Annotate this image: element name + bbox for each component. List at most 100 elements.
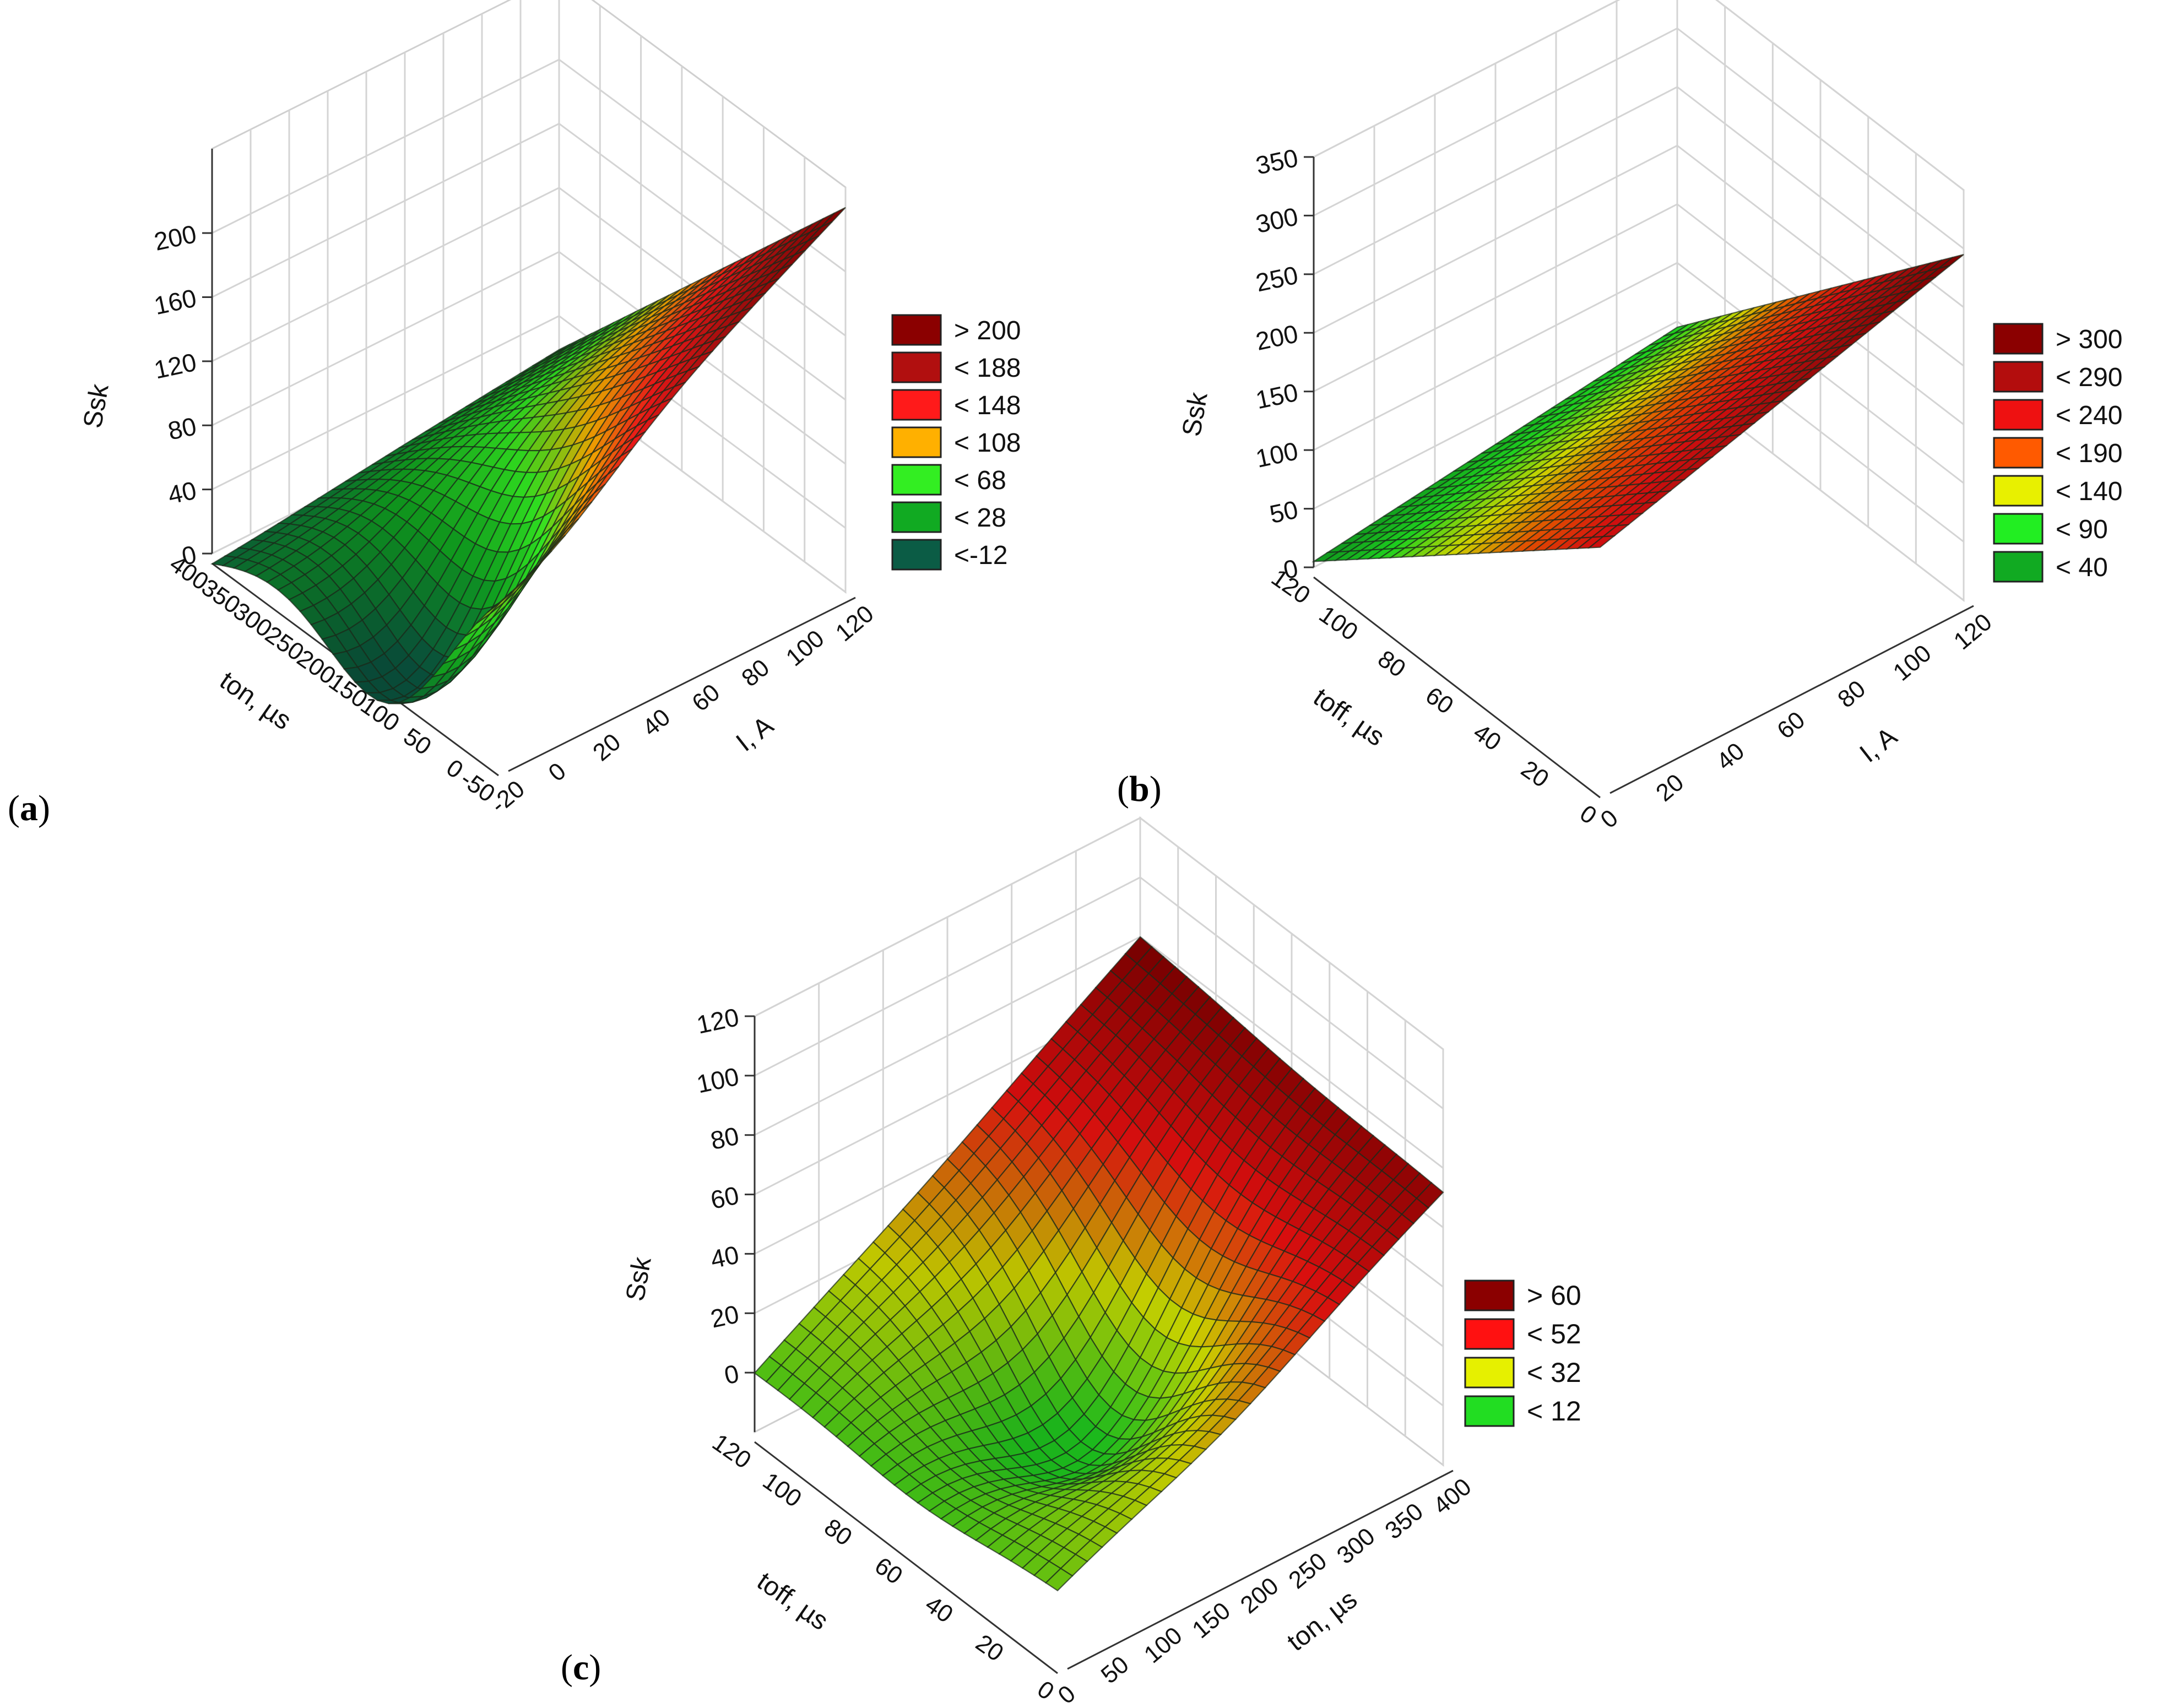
y-tick-label: 50 — [399, 723, 436, 760]
x-tick-label: 40 — [1711, 738, 1749, 776]
z-tick-label: 160 — [151, 283, 199, 320]
y-tick-label: 80 — [1373, 645, 1410, 682]
y-tick-label: 100 — [1314, 601, 1363, 646]
surface — [1311, 254, 1964, 562]
panel-label-b: (b) — [1117, 769, 1162, 809]
legend-swatch — [891, 389, 942, 421]
z-tick-label: 200 — [151, 219, 199, 256]
legend-swatch — [1993, 399, 2044, 431]
z-tick-label: 40 — [165, 476, 199, 510]
surface — [210, 207, 846, 704]
legend-swatch — [1993, 513, 2044, 545]
surface-cell — [487, 591, 512, 613]
y-tick-label: 100 — [758, 1467, 806, 1512]
z-tick-label: 150 — [1253, 378, 1300, 415]
x-tick-label: 60 — [1772, 706, 1810, 744]
z-tick-label: 100 — [1253, 436, 1300, 473]
legend-swatch — [1464, 1395, 1515, 1427]
panel-c-chart: 0204060801001200204060801001200501001502… — [621, 816, 1581, 1708]
z-tick-label: 100 — [694, 1062, 741, 1099]
y-tick-label: 120 — [707, 1429, 756, 1474]
z-tick-label: 0 — [722, 1359, 741, 1390]
x-axis-title: I, A — [731, 711, 779, 757]
surface-cell — [1587, 535, 1616, 549]
z-axis-title: Ssk — [78, 381, 115, 430]
legend-label: > 60 — [1527, 1280, 1581, 1311]
legend-swatch — [891, 314, 942, 346]
legend: > 200 < 188 < 148 < 108 < 68 < 28 <-12 — [891, 314, 1021, 571]
legend-label: < 140 — [2056, 477, 2122, 506]
z-tick-label: 300 — [1253, 202, 1300, 238]
legend-swatch — [891, 351, 942, 383]
z-tick-label: 80 — [708, 1121, 741, 1156]
legend-label: < 52 — [1527, 1319, 1581, 1349]
y-tick-label: 40 — [920, 1591, 958, 1628]
legend-swatch — [1993, 437, 2044, 469]
legend-label: < 68 — [954, 466, 1006, 495]
legend-swatch — [891, 539, 942, 571]
legend-label: < 190 — [2056, 439, 2122, 468]
legend: > 300 < 290 < 240 < 190 < 140 < 90 < 40 — [1993, 323, 2122, 583]
z-tick-label: 120 — [694, 1002, 741, 1039]
surface — [754, 936, 1444, 1592]
legend-swatch — [1993, 361, 2044, 393]
legend-label: < 188 — [954, 354, 1021, 383]
z-tick-label: 50 — [1267, 495, 1300, 529]
y-tick-label: 120 — [1266, 564, 1315, 609]
legend-label: < 40 — [2056, 553, 2108, 582]
legend-label: < 32 — [1527, 1357, 1581, 1388]
legend-label: < 12 — [1527, 1396, 1581, 1427]
z-tick-label: 60 — [708, 1180, 741, 1214]
legend-swatch — [1993, 551, 2044, 583]
legend-label: > 300 — [2056, 325, 2122, 354]
legend-label: < 28 — [954, 503, 1006, 533]
legend-swatch — [891, 501, 942, 533]
z-tick-label: 120 — [151, 348, 199, 384]
legend-swatch — [891, 426, 942, 458]
y-axis-title: toff, µs — [752, 1566, 833, 1636]
legend-label: < 108 — [954, 429, 1021, 458]
x-axis-title: I, A — [1855, 722, 1903, 768]
legend-swatch — [891, 464, 942, 496]
z-tick-label: 80 — [165, 411, 199, 446]
surface-cell — [1045, 1568, 1074, 1592]
legend-label: <-12 — [954, 541, 1007, 570]
z-axis-title: Ssk — [1177, 389, 1213, 438]
y-tick-label: 60 — [1421, 682, 1458, 719]
y-axis-title: ton, µs — [214, 666, 296, 736]
panel-label-a: (a) — [8, 788, 50, 828]
z-tick-label: 20 — [708, 1299, 741, 1333]
y-tick-label: 80 — [819, 1514, 857, 1551]
x-tick-label: 80 — [736, 654, 774, 692]
x-tick-label: 20 — [588, 728, 626, 766]
y-axis-title: toff, µs — [1308, 682, 1390, 752]
legend-label: < 240 — [2056, 401, 2122, 430]
x-tick-label: 60 — [687, 679, 725, 717]
x-tick-label: 50 — [1096, 1651, 1134, 1689]
y-tick-label: 20 — [971, 1629, 1008, 1667]
legend-swatch — [1464, 1279, 1515, 1311]
x-tick-label: 80 — [1833, 675, 1871, 713]
z-tick-label: 350 — [1253, 143, 1300, 180]
y-tick-label: 60 — [870, 1552, 907, 1590]
x-tick-label: 0 — [544, 757, 571, 787]
x-tick-label: 20 — [1651, 769, 1689, 807]
panel-b-chart: 0501001502002503003500204060801001200204… — [1177, 0, 2122, 834]
panel-label-c: (c) — [561, 1647, 601, 1688]
legend-swatch — [1993, 475, 2044, 507]
x-tick-label: 40 — [637, 703, 675, 741]
y-tick-label: 40 — [1468, 719, 1506, 756]
legend-swatch — [1464, 1357, 1515, 1389]
legend-label: < 90 — [2056, 515, 2108, 544]
legend-swatch — [1993, 323, 2044, 355]
legend-swatch — [1464, 1318, 1515, 1350]
z-axis-title: Ssk — [621, 1254, 657, 1303]
legend-label: < 148 — [954, 391, 1021, 420]
legend: > 60 < 52 < 32 < 12 — [1464, 1279, 1581, 1427]
z-tick-label: 40 — [708, 1240, 741, 1274]
panel-a-chart: 04080120160200-5005010015020025030035040… — [78, 0, 1021, 818]
y-tick-label: 20 — [1516, 755, 1553, 793]
z-tick-label: 250 — [1253, 261, 1300, 297]
legend-label: < 290 — [2056, 363, 2122, 392]
